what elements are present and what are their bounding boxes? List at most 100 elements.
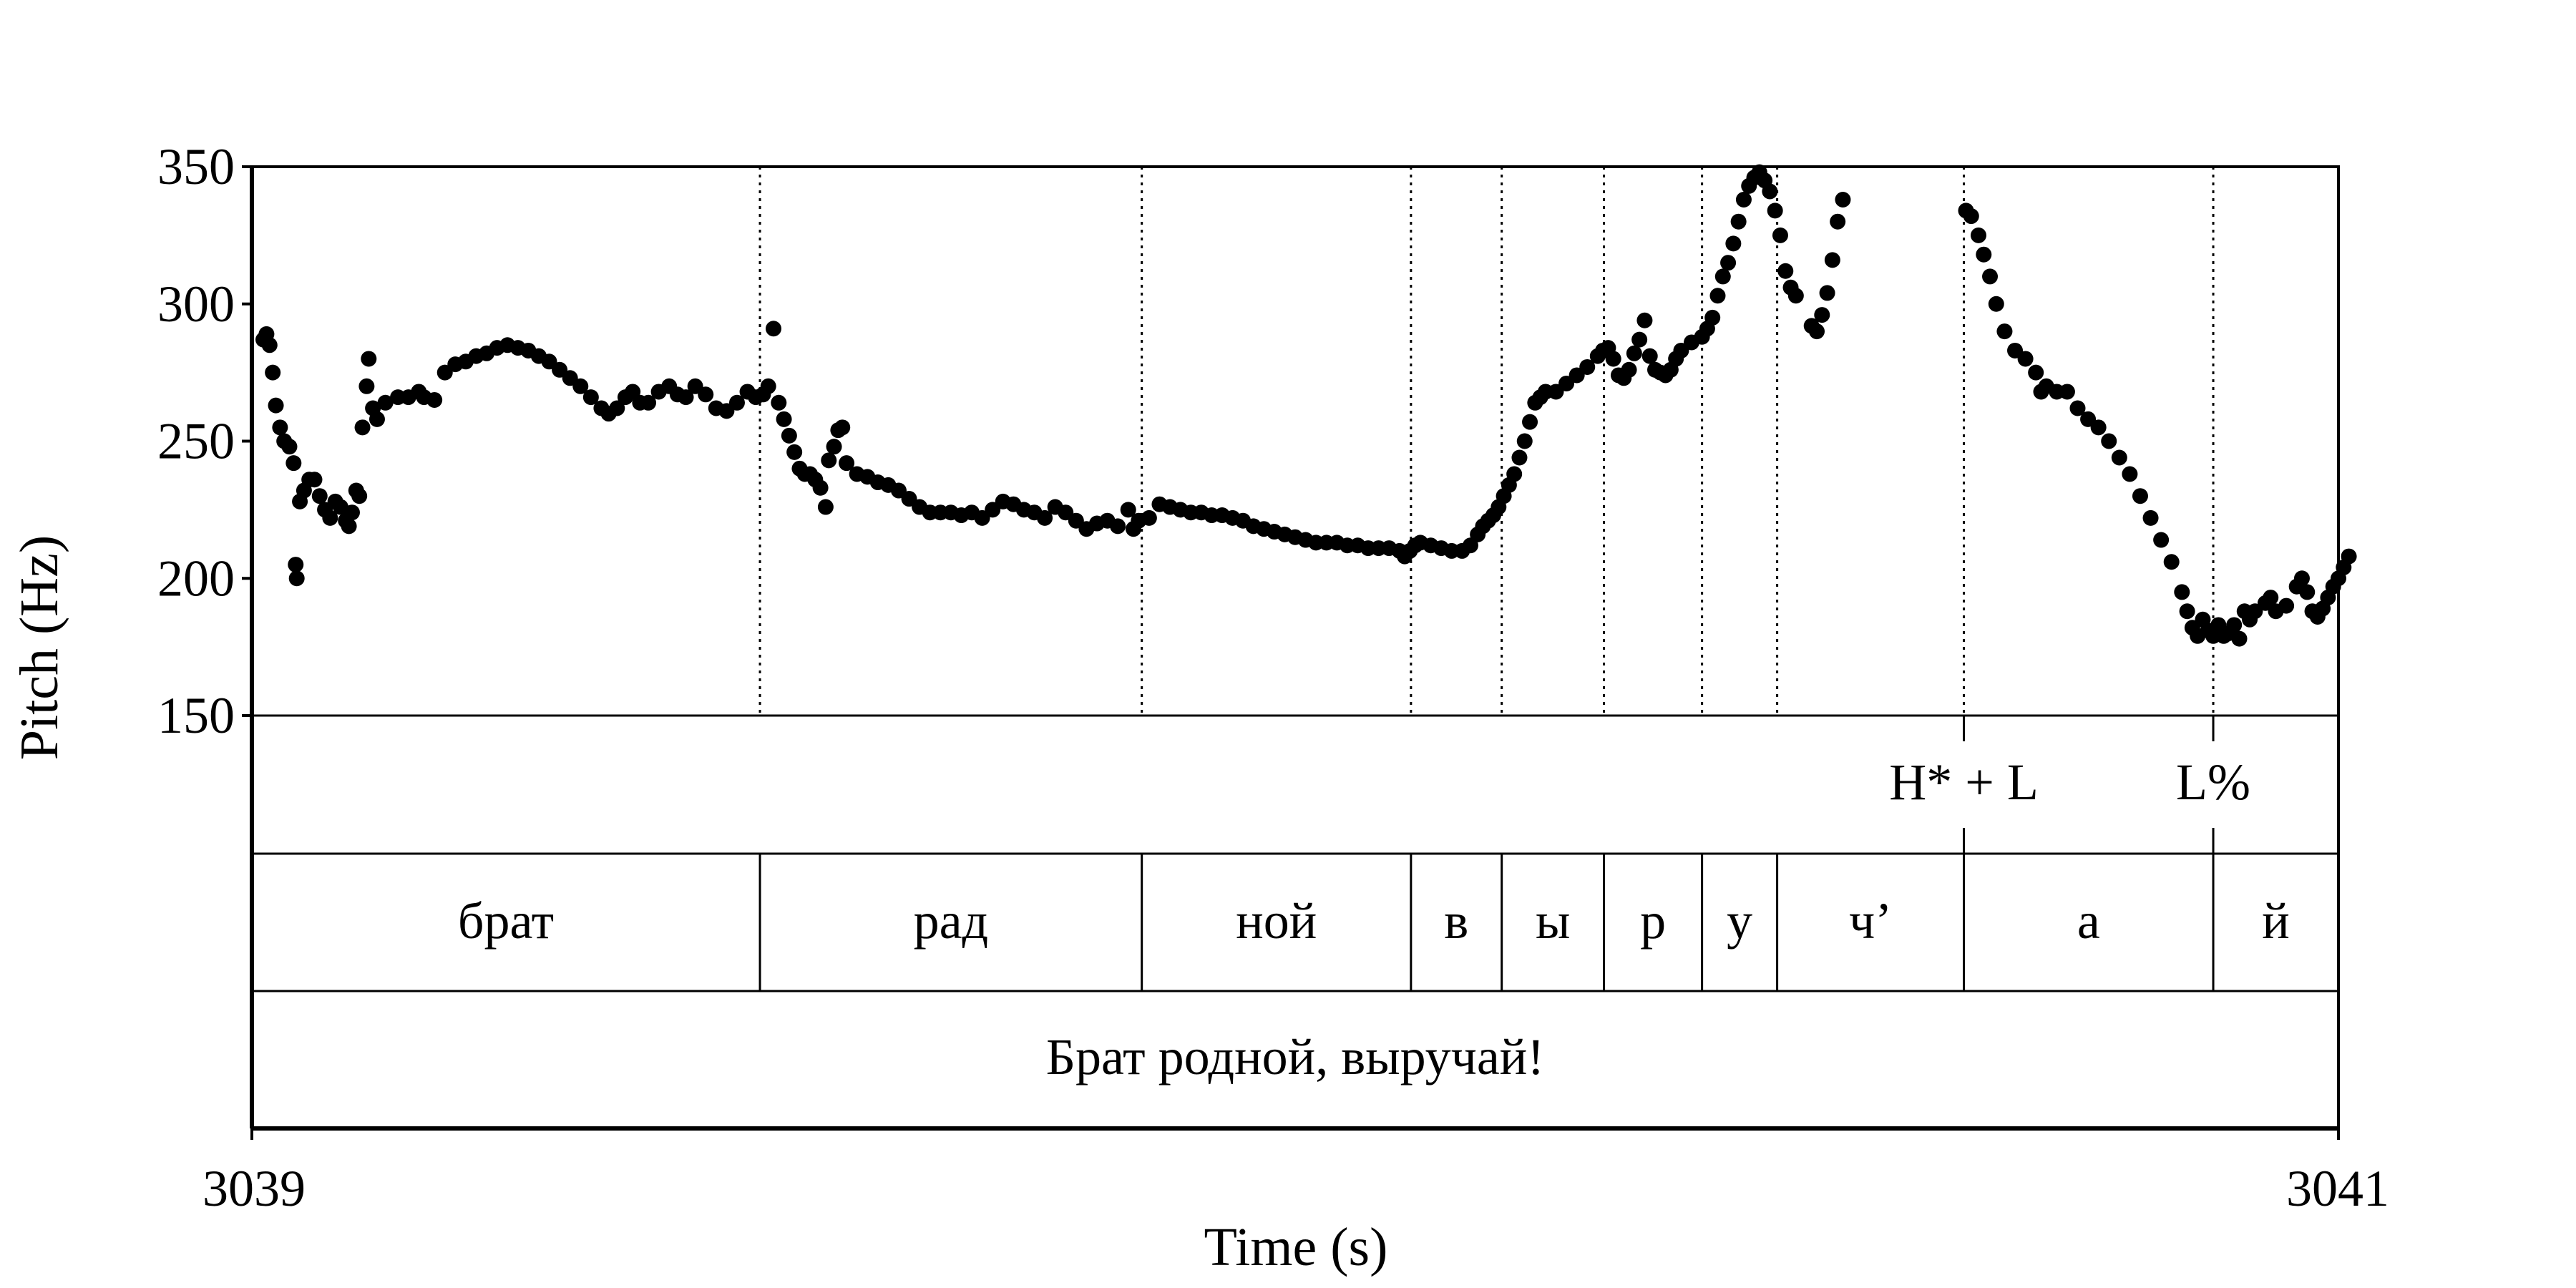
segment-label: в: [1444, 892, 1468, 950]
y-tick-label: 250: [157, 413, 235, 470]
pitch-point: [839, 455, 855, 472]
pitch-point: [826, 439, 842, 455]
segment-label: а: [2077, 892, 2100, 950]
segment-label: брат: [458, 892, 554, 950]
x-axis-label: Time (s): [1204, 1217, 1388, 1277]
pitch-point: [760, 378, 776, 394]
pitch-point: [1522, 414, 1538, 430]
pitch-point: [812, 479, 829, 496]
y-axis-label: Pitch (Hz): [9, 535, 69, 760]
pitch-point: [1725, 235, 1742, 252]
pitch-point: [1110, 518, 1126, 535]
pitch-point: [781, 427, 797, 444]
pitch-point: [1730, 213, 1747, 230]
pitch-point: [1777, 263, 1794, 279]
pitch-point: [1787, 288, 1804, 304]
pitch-point: [1772, 227, 1788, 243]
axis-ticks: 150 200 250 300 350: [157, 138, 2340, 1140]
tone-label: H* + L: [1889, 753, 2039, 811]
pitch-point: [572, 378, 589, 394]
pitch-point: [1641, 348, 1658, 364]
y-tick-label: 300: [157, 275, 235, 333]
pitch-point: [1824, 252, 1840, 268]
pitch-point: [1988, 296, 2004, 312]
pitch-point: [272, 419, 288, 436]
pitch-point: [1767, 203, 1783, 219]
pitch-point: [771, 394, 787, 411]
pitch-point: [369, 411, 385, 427]
pitch-point: [834, 419, 851, 436]
x-tick-label-end: 3041: [2286, 1160, 2389, 1217]
pitch-point: [1963, 208, 1979, 225]
pitch-point: [2278, 597, 2295, 614]
pitch-point: [1714, 268, 1731, 285]
segment-label: ч’: [1849, 892, 1892, 950]
pitch-point: [2163, 554, 2180, 570]
pitch-point: [2299, 584, 2316, 600]
pitch-point: [1720, 255, 1737, 271]
pitch-point: [288, 570, 305, 587]
pitch-point: [2231, 630, 2248, 647]
pitch-point: [343, 504, 360, 521]
pitch-point: [2069, 400, 2086, 416]
pitch-point: [728, 394, 745, 411]
pitch-point: [311, 488, 328, 504]
pitch-point: [582, 389, 599, 406]
pitch-point: [286, 455, 302, 472]
pitch-point: [2090, 419, 2107, 436]
chart-frame: [250, 165, 2340, 1131]
pitch-point: [640, 394, 657, 411]
pitch-point: [265, 364, 281, 381]
pitch-point: [2059, 384, 2075, 400]
pitch-point: [817, 499, 834, 515]
pitch-point: [1506, 466, 1523, 482]
pitch-point: [1709, 288, 1726, 304]
pitch-point: [1970, 227, 1986, 243]
segment-label: у: [1727, 892, 1752, 950]
segment-label: ы: [1536, 892, 1570, 950]
pitch-point: [2226, 617, 2243, 633]
pitch-point: [1636, 312, 1653, 328]
pitch-point: [2263, 590, 2279, 606]
pitch-point: [1626, 345, 1642, 361]
segment-label: ной: [1236, 892, 1317, 950]
segment-label: рад: [914, 892, 989, 950]
pitch-point: [786, 444, 803, 460]
x-tick-label-start: 3039: [203, 1160, 306, 1217]
pitch-point: [377, 394, 394, 411]
pitch-point: [1631, 331, 1648, 348]
pitch-point: [1814, 307, 1830, 323]
y-tick-label: 350: [157, 138, 235, 195]
pitch-point: [1830, 213, 1846, 230]
pitch-point: [2179, 603, 2195, 620]
pitch-points: [255, 164, 2357, 647]
pitch-point: [1605, 351, 1621, 367]
pitch-point: [1120, 502, 1136, 518]
pitch-point: [2017, 351, 2034, 367]
pitch-point: [426, 391, 443, 408]
y-tick-label: 150: [157, 687, 235, 744]
pitch-point: [1976, 246, 1992, 263]
y-tick-label: 200: [157, 550, 235, 607]
pitch-point: [1982, 268, 1999, 285]
pitch-point: [1579, 358, 1596, 375]
pitch-point: [1735, 192, 1752, 208]
pitch-point: [1819, 285, 1835, 301]
boundary-lines: [758, 167, 2215, 716]
pitch-point: [1809, 323, 1825, 340]
pitch-point: [2101, 433, 2117, 449]
pitch-point: [1704, 309, 1721, 326]
annotation-tiers: H* + L L% брат рад ной в ы р у ч’ а й Брат родной, в…: [458, 716, 2290, 1085]
pitch-point: [1141, 509, 1157, 526]
pitch-point: [1516, 433, 1533, 449]
pitch-point: [306, 472, 323, 488]
pitch-point: [1762, 183, 1778, 200]
plot-border: [250, 165, 2340, 1130]
pitch-point: [2293, 570, 2310, 587]
pitch-point: [261, 337, 278, 353]
pitch-point: [354, 419, 371, 436]
pitch-point: [351, 488, 368, 504]
pitch-point: [288, 557, 304, 573]
pitch-point: [1621, 361, 1637, 378]
